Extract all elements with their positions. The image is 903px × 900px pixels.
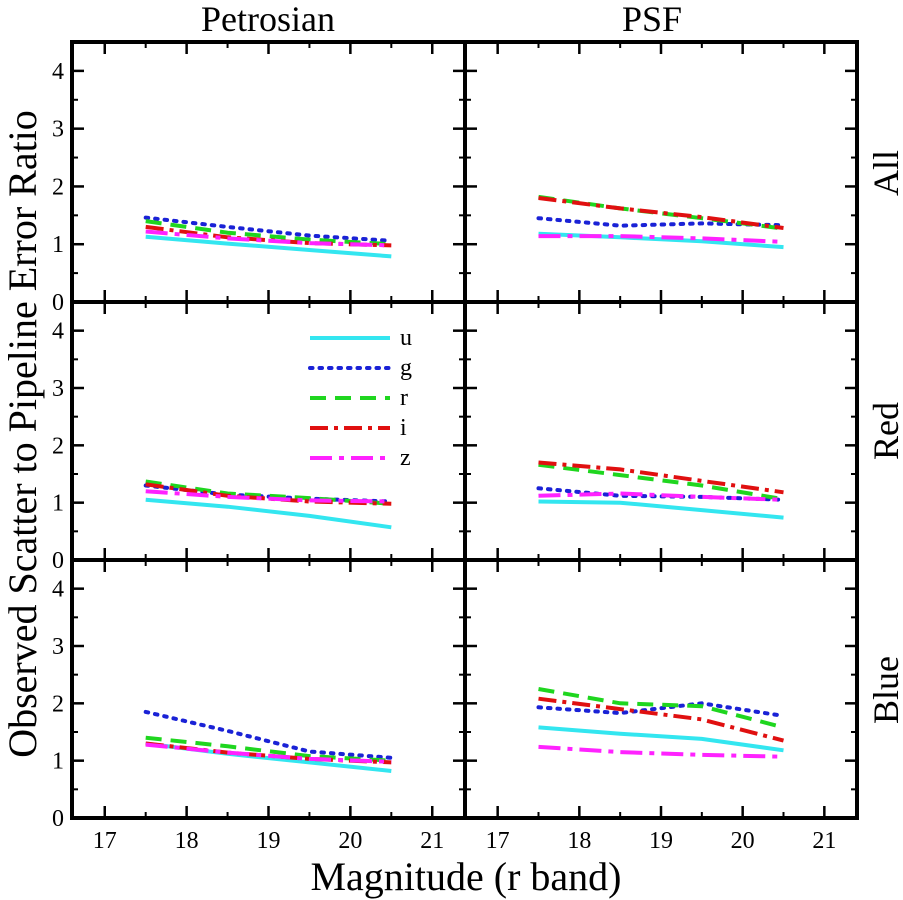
series-i-line	[145, 482, 392, 506]
frames-layer	[70, 40, 859, 820]
y-axis-label: Observed Scatter to Pipeline Error Ratio	[0, 110, 45, 758]
series-i-line	[538, 196, 784, 230]
x-tick-label: 18	[567, 828, 591, 854]
series-r-line	[538, 687, 785, 730]
y-tick-label: 1	[52, 749, 64, 775]
panel-frame-all-psf	[463, 40, 859, 304]
panel-frame-red-psf	[463, 300, 859, 562]
y-tick-label: 4	[52, 319, 64, 345]
series-z-line	[145, 742, 392, 764]
y-tick-label: 3	[52, 117, 64, 143]
y-tick-label: 3	[52, 376, 64, 402]
series-group	[536, 687, 786, 759]
x-tick-label: 21	[812, 828, 836, 854]
y-tick-label: 1	[52, 491, 64, 517]
series-u-line	[145, 497, 392, 530]
panel-frame-all-petrosian	[70, 40, 467, 304]
x-tick-label: 20	[731, 828, 755, 854]
x-tick-label: 20	[338, 828, 362, 854]
x-tick-label: 18	[175, 828, 199, 854]
legend-label-g: g	[400, 355, 412, 381]
y-tick-label: 2	[52, 174, 64, 200]
x-tick-label: 19	[649, 828, 673, 854]
series-z-line	[538, 744, 784, 759]
series-r-line	[538, 462, 784, 502]
series-group	[536, 194, 786, 250]
series-group	[143, 479, 394, 530]
series-g-line	[536, 486, 786, 502]
panel-blue-petrosian: 0 1 2 3 4 17 18 19 20 21	[52, 560, 465, 854]
y-tick-label: 2	[52, 433, 64, 459]
panel-frame-blue-psf	[463, 558, 859, 820]
y-tick-label: 4	[52, 59, 64, 85]
y-tick-label: 0	[52, 806, 64, 832]
y-tick-label: 1	[52, 232, 64, 258]
row-label-all: All	[866, 150, 903, 196]
series-u-line	[145, 234, 392, 259]
series-i-line	[538, 696, 785, 743]
series-z-line	[145, 229, 392, 248]
series-r-line	[145, 219, 392, 247]
legend-label-u: u	[400, 325, 412, 351]
legend-label-r: r	[400, 385, 408, 411]
panel-red-psf	[465, 302, 857, 562]
x-tick-label: 21	[420, 828, 444, 854]
x-axis-label: Magnitude (r band)	[310, 854, 621, 899]
y-tick-label: 2	[52, 691, 64, 717]
panel-frame-blue-petrosian	[70, 558, 467, 820]
series-u-line	[538, 499, 784, 520]
panel-all-psf	[465, 42, 857, 304]
series-g-line	[143, 215, 394, 243]
series-i-line	[538, 460, 784, 495]
legend-label-i: i	[400, 415, 407, 441]
panel-blue-psf: 17 18 19 20 21	[465, 560, 857, 854]
series-z-line	[145, 489, 392, 504]
x-tick-label: 19	[257, 828, 281, 854]
series-g-line	[536, 701, 786, 718]
y-tick-label: 0	[52, 290, 64, 316]
row-label-blue: Blue	[866, 656, 903, 724]
y-tick-label: 3	[52, 634, 64, 660]
y-tick-label: 0	[52, 548, 64, 574]
series-g-line	[536, 216, 786, 228]
series-group	[143, 215, 394, 259]
row-label-red: Red	[866, 402, 903, 460]
panel-all-petrosian: 0 1 2 3 4	[52, 42, 465, 316]
legend-label-z: z	[400, 445, 411, 471]
series-u-line	[538, 231, 784, 250]
series-g-line	[143, 709, 394, 760]
series-u-line	[538, 725, 784, 753]
col-title-psf: PSF	[622, 0, 682, 39]
series-group	[143, 709, 394, 773]
series-group	[536, 460, 786, 520]
x-tick-label: 17	[486, 828, 510, 854]
col-title-petrosian: Petrosian	[201, 0, 335, 39]
x-tick-label: 17	[93, 828, 117, 854]
y-tick-label: 4	[52, 577, 64, 603]
